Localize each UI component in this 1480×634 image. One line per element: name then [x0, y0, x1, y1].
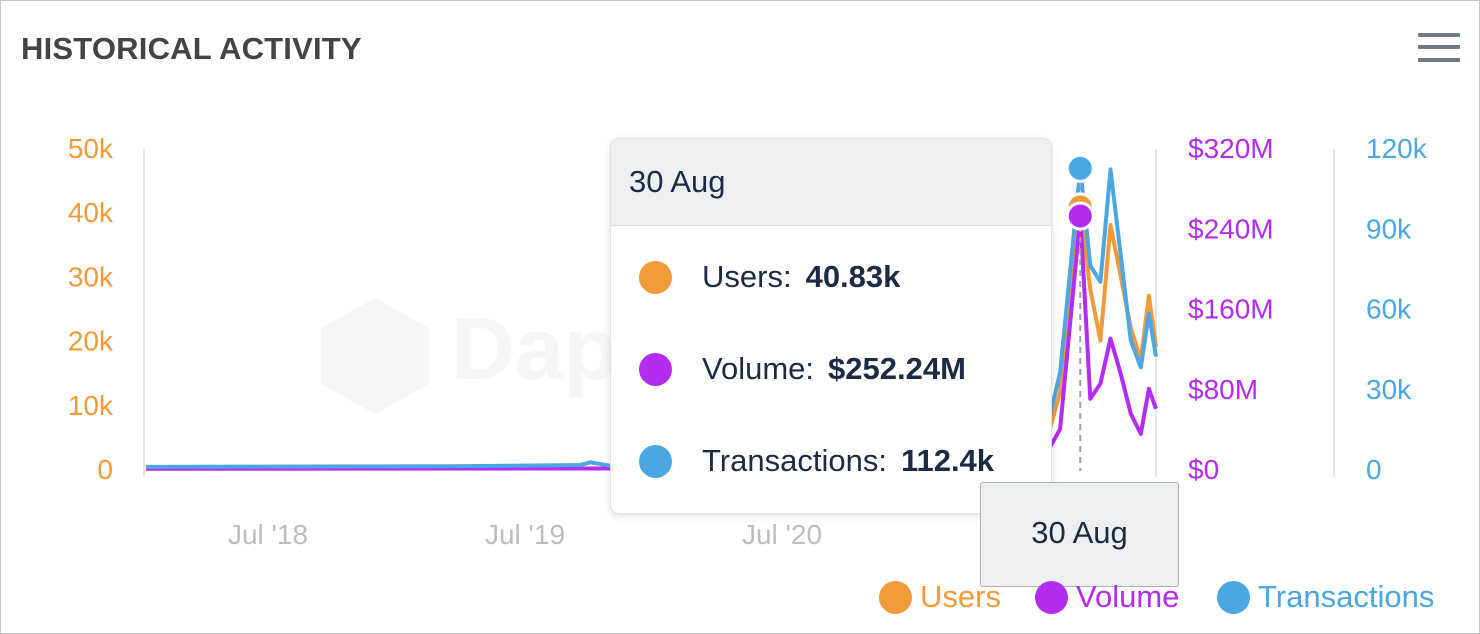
- x-crosshair-label: 30 Aug: [980, 482, 1179, 587]
- chart-title: HISTORICAL ACTIVITY: [21, 31, 362, 66]
- transactions-legend-icon: [1217, 580, 1250, 614]
- y-tick-users: 30k: [68, 261, 114, 292]
- watermark-logo-icon: [321, 298, 429, 414]
- legend-label: Transactions: [1258, 579, 1435, 614]
- x-tick-label: Jul '20: [742, 519, 822, 550]
- y-tick-volume: $240M: [1188, 213, 1274, 244]
- tooltip-value: 112.4k: [900, 443, 995, 478]
- y-tick-users: 50k: [68, 133, 114, 164]
- y-tick-users: 0: [97, 454, 113, 485]
- users-marker-icon: [639, 260, 672, 294]
- x-tick-label: Jul '18: [228, 519, 308, 550]
- series-line-transactions: [145, 166, 1158, 469]
- y-tick-transactions: 120k: [1366, 133, 1428, 164]
- volume-marker-icon: [639, 352, 672, 386]
- tooltip-row-users: Users: 40.83k: [639, 257, 900, 297]
- y-tick-transactions: 0: [1366, 454, 1382, 485]
- x-tick-label: Jul '19: [485, 519, 565, 550]
- y-tick-transactions: 60k: [1366, 294, 1412, 325]
- y-tick-volume: $80M: [1188, 374, 1258, 405]
- tooltip-value: 40.83k: [805, 259, 901, 294]
- tooltip-label: Volume:: [702, 351, 815, 386]
- hamburger-menu-icon[interactable]: [1416, 31, 1462, 65]
- legend-label: Volume: [1076, 579, 1180, 614]
- tooltip-label: Transactions:: [702, 443, 887, 478]
- y-tick-volume: $320M: [1188, 133, 1274, 164]
- hover-tooltip: 30 Aug Users: 40.83k Volume: $252.24M Tr…: [610, 138, 1052, 514]
- y-tick-transactions: 30k: [1366, 374, 1412, 405]
- y-tick-users: 10k: [68, 390, 114, 421]
- transactions-marker-icon: [639, 444, 672, 478]
- legend-item-transactions[interactable]: Transactions: [1217, 573, 1434, 621]
- users-legend-icon: [879, 580, 912, 614]
- legend-item-volume[interactable]: Volume: [1035, 573, 1179, 621]
- hover-marker-transactions: [1065, 153, 1095, 183]
- tooltip-date: 30 Aug: [611, 139, 1051, 226]
- y-tick-users: 40k: [68, 197, 114, 228]
- tooltip-row-volume: Volume: $252.24M: [639, 349, 966, 389]
- tooltip-label: Users:: [702, 259, 792, 294]
- tooltip-row-transactions: Transactions: 112.4k: [639, 441, 994, 481]
- volume-legend-icon: [1035, 580, 1068, 614]
- hover-marker-volume: [1065, 201, 1095, 231]
- legend-label: Users: [920, 579, 1001, 614]
- tooltip-value: $252.24M: [828, 351, 966, 386]
- y-tick-volume: $0: [1188, 454, 1219, 485]
- y-tick-transactions: 90k: [1366, 213, 1412, 244]
- y-tick-volume: $160M: [1188, 294, 1274, 325]
- legend-item-users[interactable]: Users: [879, 573, 1001, 621]
- y-tick-users: 20k: [68, 326, 114, 357]
